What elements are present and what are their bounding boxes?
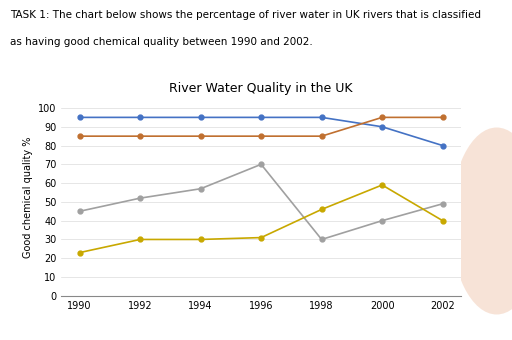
Northern Ireland: [198, 134, 204, 138]
England: [137, 196, 143, 200]
England: [379, 219, 385, 223]
Wales: [379, 125, 385, 129]
Line: Scotland: Scotland: [77, 183, 445, 255]
Scotland: [76, 251, 82, 255]
England: [198, 187, 204, 191]
Scotland: [379, 183, 385, 187]
Northern Ireland: [379, 115, 385, 119]
England: [440, 202, 446, 206]
Northern Ireland: [76, 134, 82, 138]
Wales: [440, 143, 446, 148]
Scotland: [137, 237, 143, 241]
Northern Ireland: [258, 134, 264, 138]
Wales: [76, 115, 82, 119]
Title: River Water Quality in the UK: River Water Quality in the UK: [169, 82, 353, 95]
Ellipse shape: [451, 128, 512, 314]
Wales: [318, 115, 325, 119]
England: [318, 237, 325, 241]
Scotland: [440, 219, 446, 223]
Northern Ireland: [318, 134, 325, 138]
Northern Ireland: [137, 134, 143, 138]
Line: Wales: Wales: [77, 115, 445, 148]
Scotland: [258, 236, 264, 240]
Text: as having good chemical quality between 1990 and 2002.: as having good chemical quality between …: [10, 37, 313, 47]
Wales: [198, 115, 204, 119]
Wales: [137, 115, 143, 119]
Line: England: England: [77, 162, 445, 242]
Scotland: [318, 207, 325, 211]
Wales: [258, 115, 264, 119]
England: [258, 162, 264, 166]
England: [76, 209, 82, 213]
Line: Northern Ireland: Northern Ireland: [77, 115, 445, 139]
Scotland: [198, 237, 204, 241]
Northern Ireland: [440, 115, 446, 119]
Text: TASK 1: The chart below shows the percentage of river water in UK rivers that is: TASK 1: The chart below shows the percen…: [10, 10, 481, 20]
Y-axis label: Good chemical quality %: Good chemical quality %: [23, 137, 33, 258]
